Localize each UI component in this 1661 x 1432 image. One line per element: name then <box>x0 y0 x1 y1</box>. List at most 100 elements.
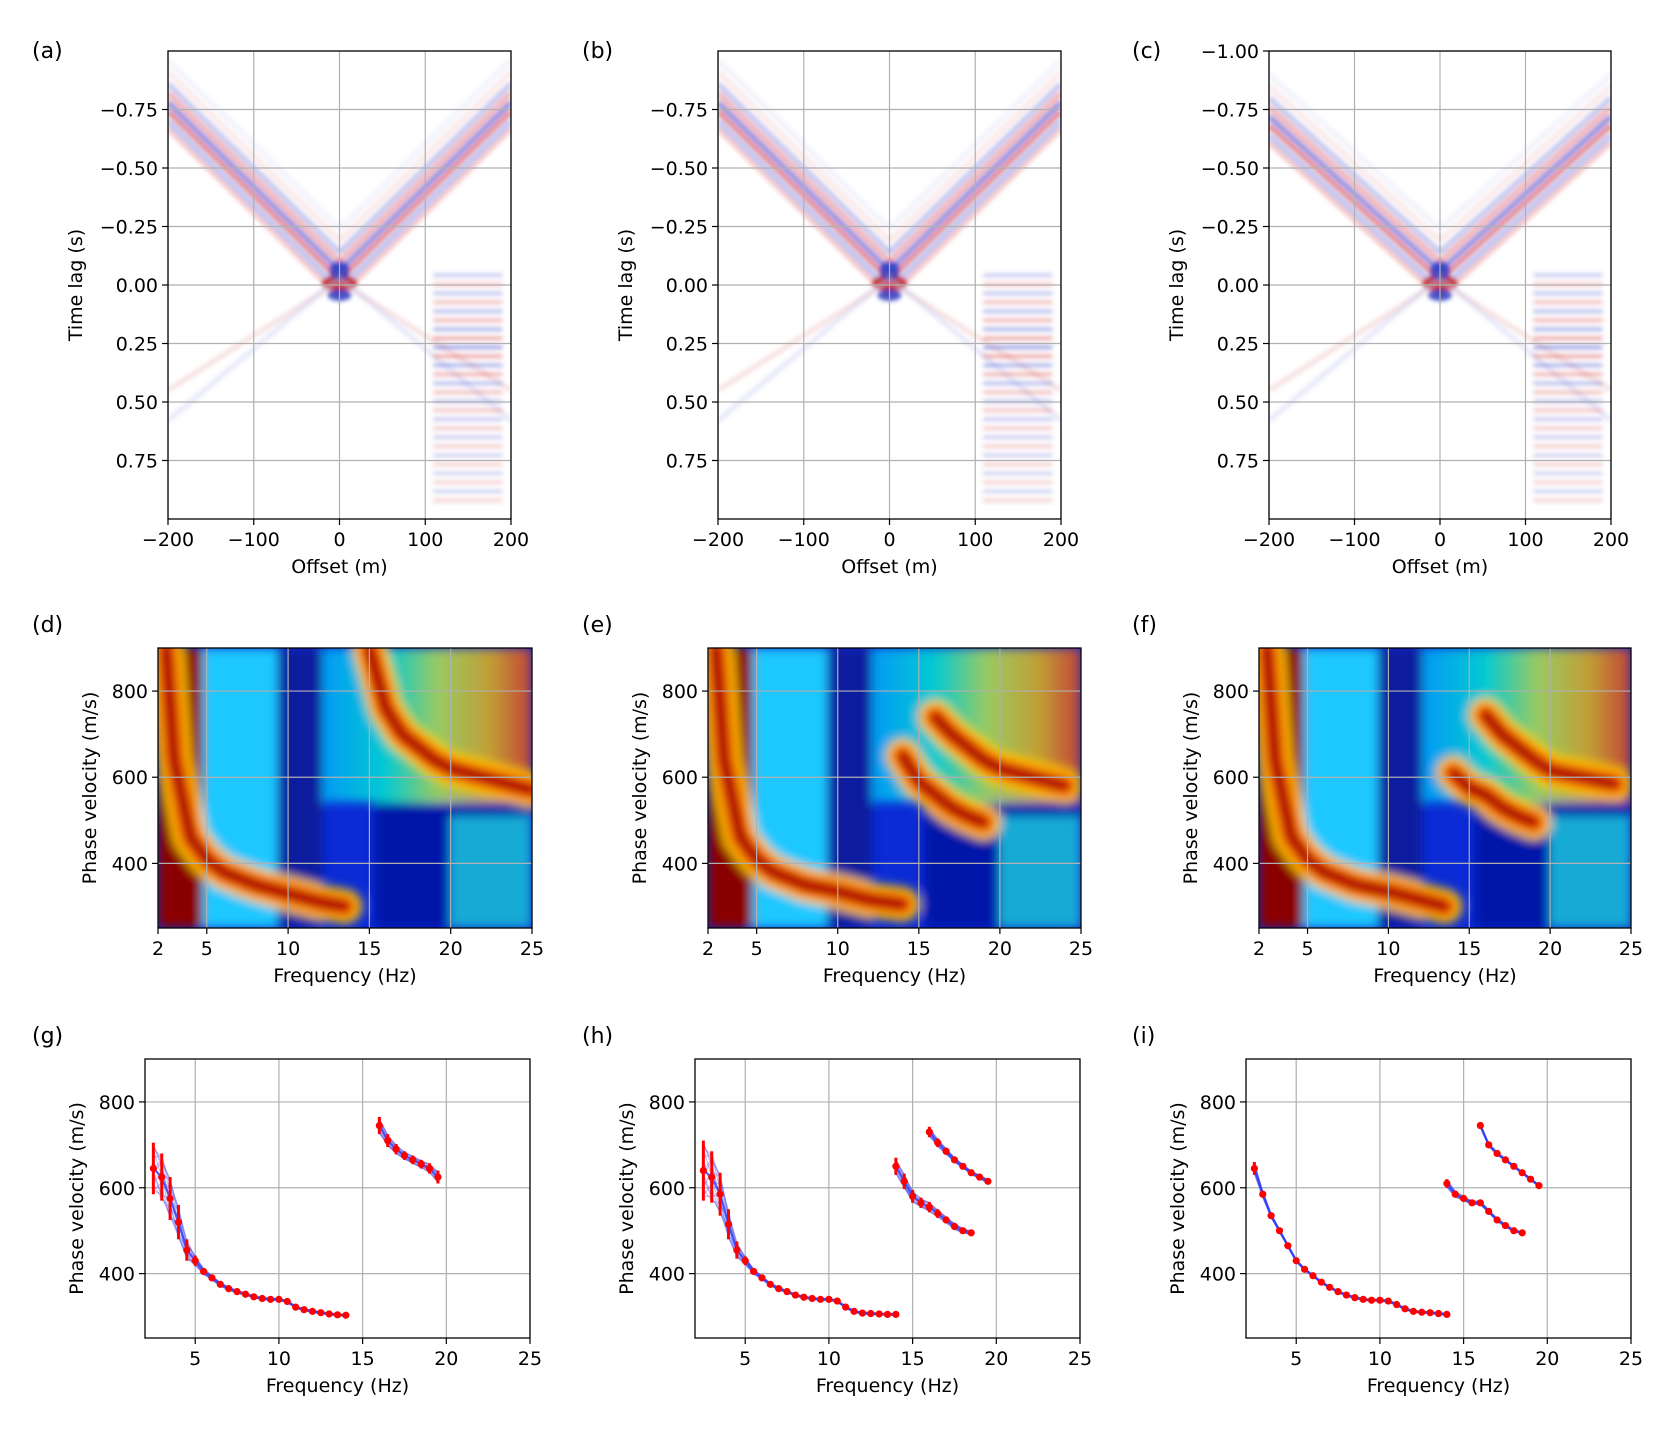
data-point <box>833 1297 841 1305</box>
plot-area <box>718 51 1061 519</box>
y-axis-label: Time lag (s) <box>65 229 87 342</box>
panel-g: (g) 5 10 15 20 25 400 600 800 Frequency (Hz) Phase… <box>32 1024 542 1397</box>
ensemble-curve <box>895 1173 972 1234</box>
data-point <box>875 1310 883 1318</box>
data-point <box>425 1164 434 1173</box>
x-axis-label: Frequency (Hz) <box>1373 965 1516 987</box>
data-point <box>766 1280 774 1288</box>
noise-stripe <box>1533 462 1603 467</box>
plot-area <box>1269 51 1611 519</box>
data-point <box>1518 1229 1526 1237</box>
mean-curve <box>1446 1182 1523 1234</box>
data-point <box>1510 1227 1518 1235</box>
data-point <box>733 1246 741 1254</box>
data-point <box>867 1309 875 1318</box>
x-axis-label: Offset (m) <box>1392 556 1488 578</box>
dispersion-energy <box>1259 648 1631 928</box>
noise-stripe <box>983 273 1053 278</box>
noise-stripe <box>1533 417 1603 422</box>
noise-stripe <box>1533 408 1603 413</box>
x-tick-label: 2 <box>1253 938 1265 960</box>
data-point <box>1485 1207 1493 1215</box>
noise-stripe <box>433 426 503 431</box>
data-point <box>1526 1175 1535 1183</box>
series-first-higher <box>892 1157 975 1237</box>
y-tick-label: 800 <box>662 681 698 703</box>
noise-stripe <box>1533 309 1603 314</box>
x-tick-label: 5 <box>739 1348 751 1370</box>
y-tick-label: −0.75 <box>650 100 708 122</box>
data-point <box>892 1162 900 1170</box>
data-point <box>1326 1283 1334 1291</box>
x-tick-label: 15 <box>1457 938 1481 960</box>
y-tick-label: −0.50 <box>100 158 158 180</box>
mean-curve <box>894 1165 972 1234</box>
noise-stripe <box>1533 345 1603 350</box>
data-point <box>208 1274 216 1282</box>
panel-label: (b) <box>582 39 613 64</box>
y-axis-label: Time lag (s) <box>615 229 637 342</box>
y-axis-label: Phase velocity (m/s) <box>1180 692 1202 885</box>
data-point <box>1443 1179 1451 1188</box>
ensemble-curve <box>895 1172 972 1234</box>
panel-b: (b) −200 −100 0 100 200 −0.75 −0.50 −0.25 0.00 0.2… <box>582 39 1079 578</box>
data-point <box>241 1290 250 1298</box>
noise-stripe <box>983 444 1053 449</box>
noise-stripe <box>433 390 503 395</box>
y-axis: 400 600 800 <box>1213 681 1259 875</box>
x-axis-label: Frequency (Hz) <box>266 1375 409 1397</box>
y-axis-label: Phase velocity (m/s) <box>66 1102 88 1295</box>
noise-stripe <box>1533 282 1603 287</box>
y-axis-label: Phase velocity (m/s) <box>616 1102 638 1295</box>
x-tick-label: 20 <box>439 938 463 960</box>
x-axis: −200 −100 0 100 200 <box>692 519 1079 551</box>
noise-stripe <box>1533 435 1603 440</box>
data-point <box>975 1173 984 1181</box>
x-axis: 5 10 15 20 25 <box>189 1338 542 1370</box>
y-axis-label: Time lag (s) <box>1166 229 1188 342</box>
noise-stripe <box>433 327 503 332</box>
axes-frame <box>707 647 1082 929</box>
panel-label: (a) <box>32 39 63 64</box>
data-point <box>266 1295 275 1303</box>
y-axis: 400 600 800 <box>1200 1092 1246 1286</box>
noise-stripe <box>1533 372 1603 377</box>
x-tick-label: 15 <box>351 1348 375 1370</box>
x-tick-label: 20 <box>1538 938 1562 960</box>
noise-stripe <box>983 282 1053 287</box>
noise-stripe <box>983 291 1053 296</box>
plot-background <box>695 1059 1080 1338</box>
data-point <box>292 1303 300 1311</box>
plot-area <box>708 648 1081 928</box>
data-point <box>1342 1291 1351 1299</box>
data-point <box>959 1227 967 1235</box>
noise-stripe <box>433 336 503 341</box>
x-tick-label: 20 <box>984 1348 1008 1370</box>
data-point <box>158 1173 166 1181</box>
panel-label: (g) <box>32 1024 63 1049</box>
energy-zone <box>998 816 1081 928</box>
series-fundamental <box>1250 1162 1451 1318</box>
ridge-first-higher <box>1447 767 1540 828</box>
panel-label: (c) <box>1132 39 1161 64</box>
x-tick-label: 10 <box>267 1348 291 1370</box>
y-tick-label: 400 <box>662 853 698 875</box>
data-point <box>1376 1296 1384 1304</box>
ensemble-curve <box>895 1159 972 1233</box>
series-fundamental <box>699 1140 900 1318</box>
data-point <box>333 1311 342 1319</box>
y-axis: 400 600 800 <box>662 681 708 875</box>
data-point <box>1468 1199 1476 1207</box>
noise-stripe <box>983 462 1053 467</box>
data-point <box>1510 1162 1518 1170</box>
noise-stripe <box>983 453 1053 458</box>
y-tick-label: 600 <box>99 1178 135 1200</box>
data-point <box>174 1218 183 1226</box>
x-tick-label: 5 <box>1290 1348 1302 1370</box>
y-tick-label: 600 <box>1200 1178 1236 1200</box>
data-point <box>699 1167 707 1175</box>
x-tick-label: 100 <box>957 529 993 551</box>
y-tick-label: 400 <box>1200 1264 1236 1286</box>
data-point <box>1418 1308 1426 1316</box>
x-tick-label: 100 <box>407 529 443 551</box>
